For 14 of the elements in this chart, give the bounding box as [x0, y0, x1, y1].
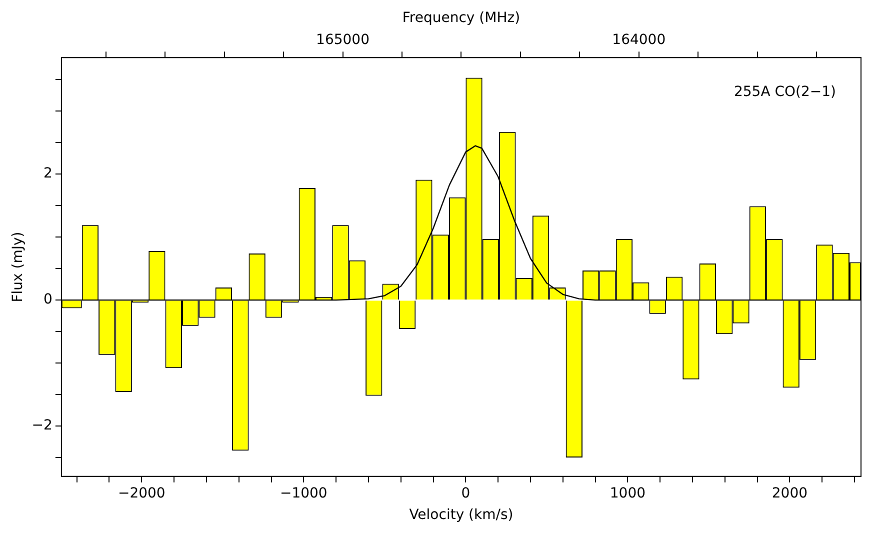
x-axis-title: Velocity (km/s)	[409, 507, 514, 524]
annotation: 255A CO(2−1)	[734, 84, 836, 100]
x-tick-label: 2000	[772, 485, 808, 502]
x2-axis-title: Frequency (MHz)	[402, 10, 520, 26]
x2-tick-label: 165000	[316, 32, 370, 48]
y-tick-label: 2	[44, 166, 52, 182]
x-tick-label: 0	[461, 485, 470, 502]
x-tick-label: −2000	[118, 485, 166, 502]
x2-tick-label: 164000	[612, 32, 666, 48]
y-tick-label: −2	[32, 418, 52, 434]
x-tick-label: 1000	[610, 485, 646, 502]
y-tick-label: 0	[44, 292, 52, 308]
x-tick-label: −1000	[280, 485, 328, 502]
y-axis-title: Flux (mJy)	[10, 232, 26, 302]
